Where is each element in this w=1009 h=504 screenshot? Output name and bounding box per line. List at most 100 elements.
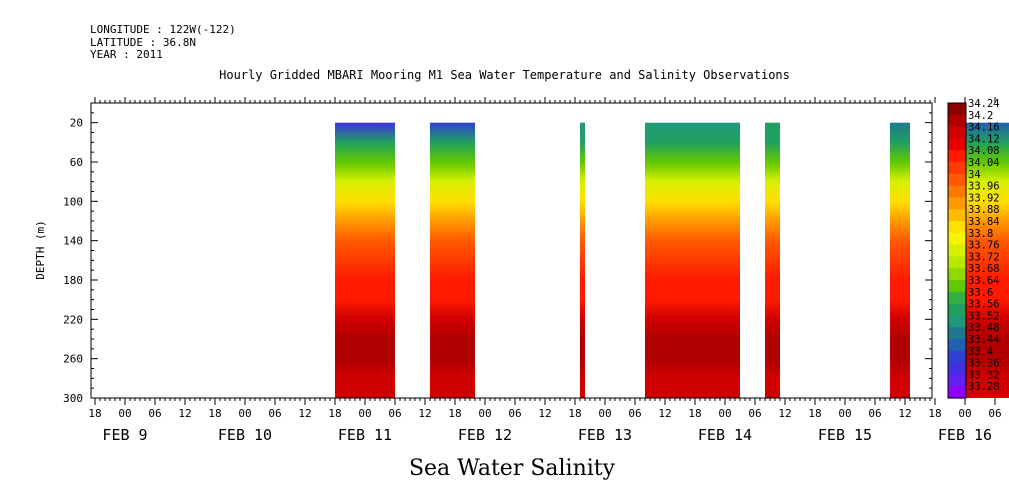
x-tick-label: 12 [178, 407, 191, 420]
colorbar-cell [948, 150, 966, 163]
colorbar-label: 33.48 [968, 322, 1000, 334]
longitude-label: LONGITUDE : 122W(-122) [90, 23, 236, 36]
x-tick-label: 18 [688, 407, 701, 420]
x-tick-label: 18 [208, 407, 221, 420]
axis-ticks: 18 00 06 12 18 00 06 12 18 00 06 12 18 00 06 12 18 00 06 12… [63, 97, 1002, 444]
data-block [335, 122, 395, 398]
colorbar-label: 34.08 [968, 145, 1000, 157]
colorbar-cell [948, 126, 966, 139]
colorbar-cell [948, 315, 966, 328]
y-tick-label: 300 [63, 392, 83, 405]
colorbar-cell [948, 374, 966, 387]
colorbar-cell [948, 173, 966, 187]
colorbar-cell [948, 268, 966, 281]
y-tick-label: 20 [70, 117, 83, 130]
x-tick-label: 00 [238, 407, 251, 420]
x-tick-label: 00 [598, 407, 611, 420]
x-tick-label: 06 [748, 407, 761, 420]
colorbar-label: 33.56 [968, 299, 1000, 311]
colorbar-label: 33.4 [968, 346, 993, 358]
x-tick-label: 18 [568, 407, 581, 420]
colorbar-cell [948, 256, 966, 269]
x-tick-label: 12 [778, 407, 791, 420]
x-date-label: FEB 10 [218, 426, 272, 444]
x-tick-label: 18 [448, 407, 461, 420]
x-tick-label: 12 [658, 407, 671, 420]
x-tick-label: 06 [148, 407, 161, 420]
latitude-label: LATITUDE : 36.8N [90, 35, 196, 49]
x-date-label: FEB 11 [338, 426, 392, 444]
x-date-label: FEB 9 [102, 426, 147, 444]
x-tick-label: 12 [298, 407, 311, 420]
colorbar-label: 33.68 [968, 263, 1000, 275]
x-date-label: FEB 12 [458, 426, 512, 444]
colorbar-frame [947, 102, 967, 399]
x-tick-label: 00 [118, 407, 131, 420]
colorbar-cell [948, 232, 966, 246]
x-tick-label: 00 [478, 407, 491, 420]
colorbar-label: 34.2 [968, 110, 993, 122]
y-tick-label: 100 [63, 195, 83, 208]
y-tick-label: 140 [63, 235, 83, 248]
y-tick-label: 60 [70, 156, 83, 169]
colorbar-cell [948, 327, 966, 340]
x-date-label: FEB 13 [578, 426, 632, 444]
data-block [645, 122, 740, 398]
colorbar-cell [948, 303, 966, 316]
x-tick-label: 00 [958, 407, 971, 420]
colorbar-cell [948, 386, 966, 399]
colorbar-label: 33.96 [968, 181, 1000, 193]
colorbar-label: 33.88 [968, 204, 1000, 216]
x-date-label: FEB 15 [818, 426, 872, 444]
x-tick-label: 06 [388, 407, 401, 420]
colorbar-label: 33.76 [968, 240, 1000, 252]
y-tick-label: 260 [63, 353, 83, 366]
colorbar-label: 33.32 [968, 369, 1000, 381]
colorbar-cell [948, 209, 966, 222]
y-tick-label: 180 [63, 274, 83, 287]
data-block [765, 122, 780, 398]
colorbar-label: 33.52 [968, 310, 1000, 322]
header-metadata: LONGITUDE : 122W(-122) LATITUDE : 36.8N … [90, 23, 236, 62]
colorbar-label: 33.6 [968, 287, 993, 299]
colorbar-label: 33.84 [968, 216, 1000, 228]
colorbar-cell [948, 162, 966, 175]
x-tick-label: 00 [358, 407, 371, 420]
x-tick-label: 12 [898, 407, 911, 420]
colorbar-cell [948, 291, 966, 305]
colorbar-label: 33.44 [968, 334, 1000, 346]
colorbar-cell [948, 244, 966, 257]
colorbar-label: 33.8 [968, 228, 993, 240]
x-date-label: FEB 16 [938, 426, 992, 444]
x-axis-label: Sea Water Salinity [409, 456, 616, 481]
colorbar-label: 33.64 [968, 275, 1000, 287]
x-tick-label: 12 [538, 407, 551, 420]
year-label: YEAR : 2011 [90, 48, 163, 61]
colorbar-label: 33.72 [968, 251, 1000, 263]
x-tick-label: 06 [988, 407, 1001, 420]
chart-title: Hourly Gridded MBARI Mooring M1 Sea Wate… [219, 68, 790, 82]
colorbar: 34.2434.234.1634.1234.0834.043433.9633.9… [947, 98, 1000, 399]
colorbar-cell [948, 339, 966, 352]
x-tick-label: 18 [328, 407, 341, 420]
y-axis-label: DEPTH (m) [34, 220, 47, 280]
y-tick-label: 220 [63, 313, 83, 326]
colorbar-cell [948, 362, 966, 375]
colorbar-cell [948, 114, 966, 128]
x-tick-label: 00 [838, 407, 851, 420]
data-block [890, 122, 910, 398]
colorbar-label: 33.36 [968, 358, 1000, 370]
x-date-label: FEB 14 [698, 426, 752, 444]
plot-frame [90, 102, 933, 399]
x-tick-label: 06 [628, 407, 641, 420]
x-tick-label: 06 [508, 407, 521, 420]
x-tick-label: 06 [268, 407, 281, 420]
x-tick-label: 18 [808, 407, 821, 420]
data-block [580, 122, 585, 398]
data-block [430, 122, 475, 398]
colorbar-label: 34.16 [968, 122, 1000, 134]
colorbar-cell [948, 138, 966, 151]
colorbar-cell [948, 197, 966, 210]
x-tick-label: 12 [418, 407, 431, 420]
